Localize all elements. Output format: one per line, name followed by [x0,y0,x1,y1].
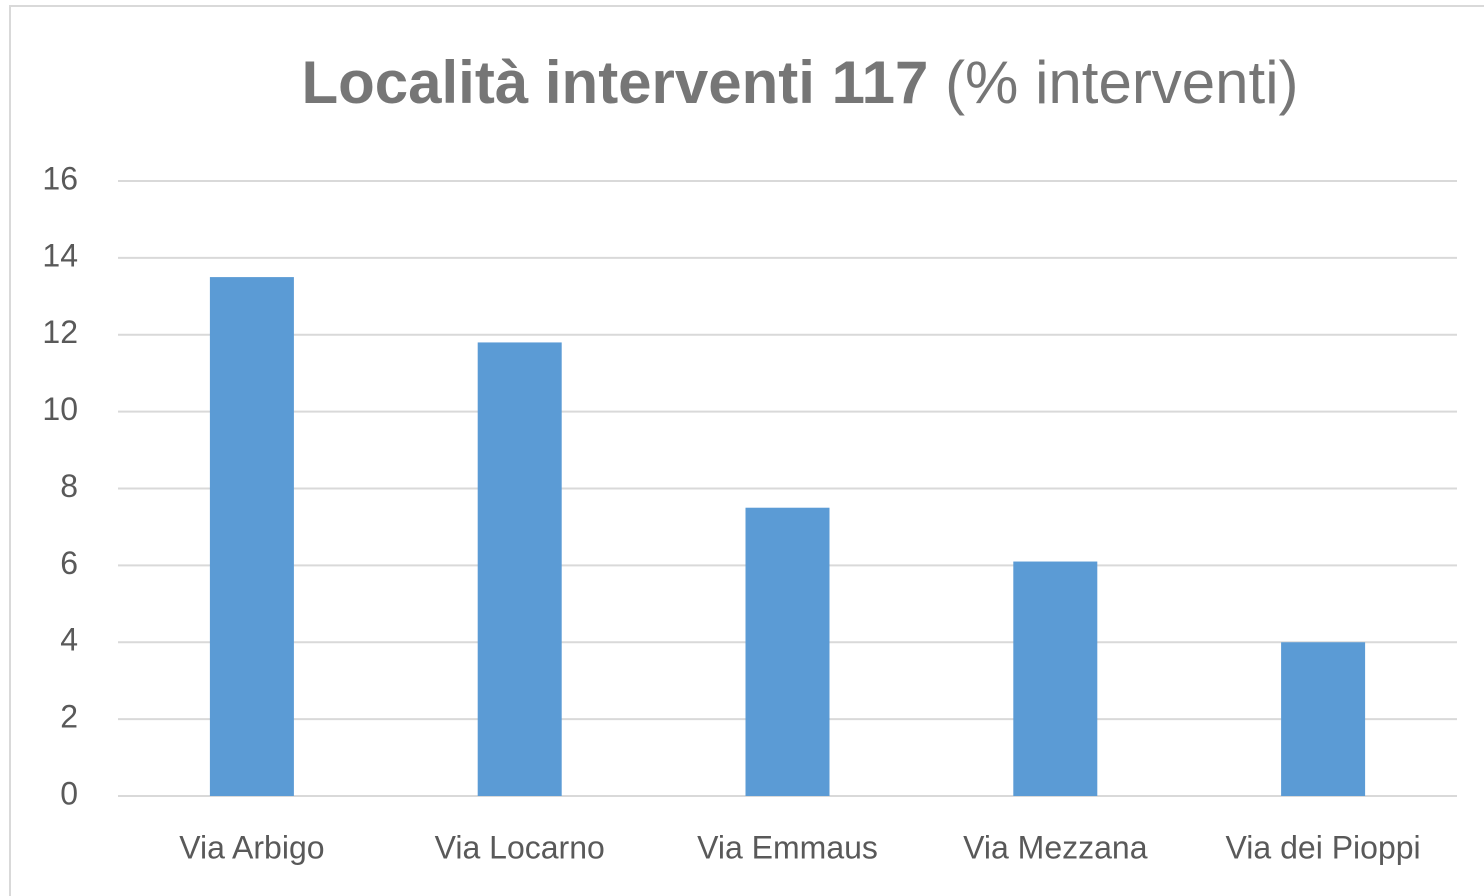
y-tick-label: 8 [60,468,78,504]
y-tick-label: 16 [42,160,78,196]
x-tick-label: Via Mezzana [963,829,1148,865]
x-tick-label: Via Emmaus [697,829,878,865]
bar [477,342,562,796]
bar [1013,561,1098,796]
chart-title-group: Località interventi 117 (% interventi) [301,49,1298,116]
chart-subtitle: (% interventi) [945,49,1298,116]
bar [1281,642,1366,796]
chart-title: Località interventi 117 [301,49,928,116]
y-tick-label: 10 [42,391,78,427]
y-tick-label: 0 [60,775,78,811]
y-tick-label: 14 [42,237,78,273]
x-tick-label: Via Locarno [435,829,605,865]
y-tick-label: 6 [60,545,78,581]
bar [745,507,830,796]
y-tick-label: 2 [60,699,78,735]
y-tick-label: 4 [60,622,78,658]
x-tick-label: Via dei Pioppi [1226,829,1421,865]
y-tick-label: 12 [42,314,78,350]
x-tick-label: Via Arbigo [179,829,324,865]
bar [209,277,294,796]
